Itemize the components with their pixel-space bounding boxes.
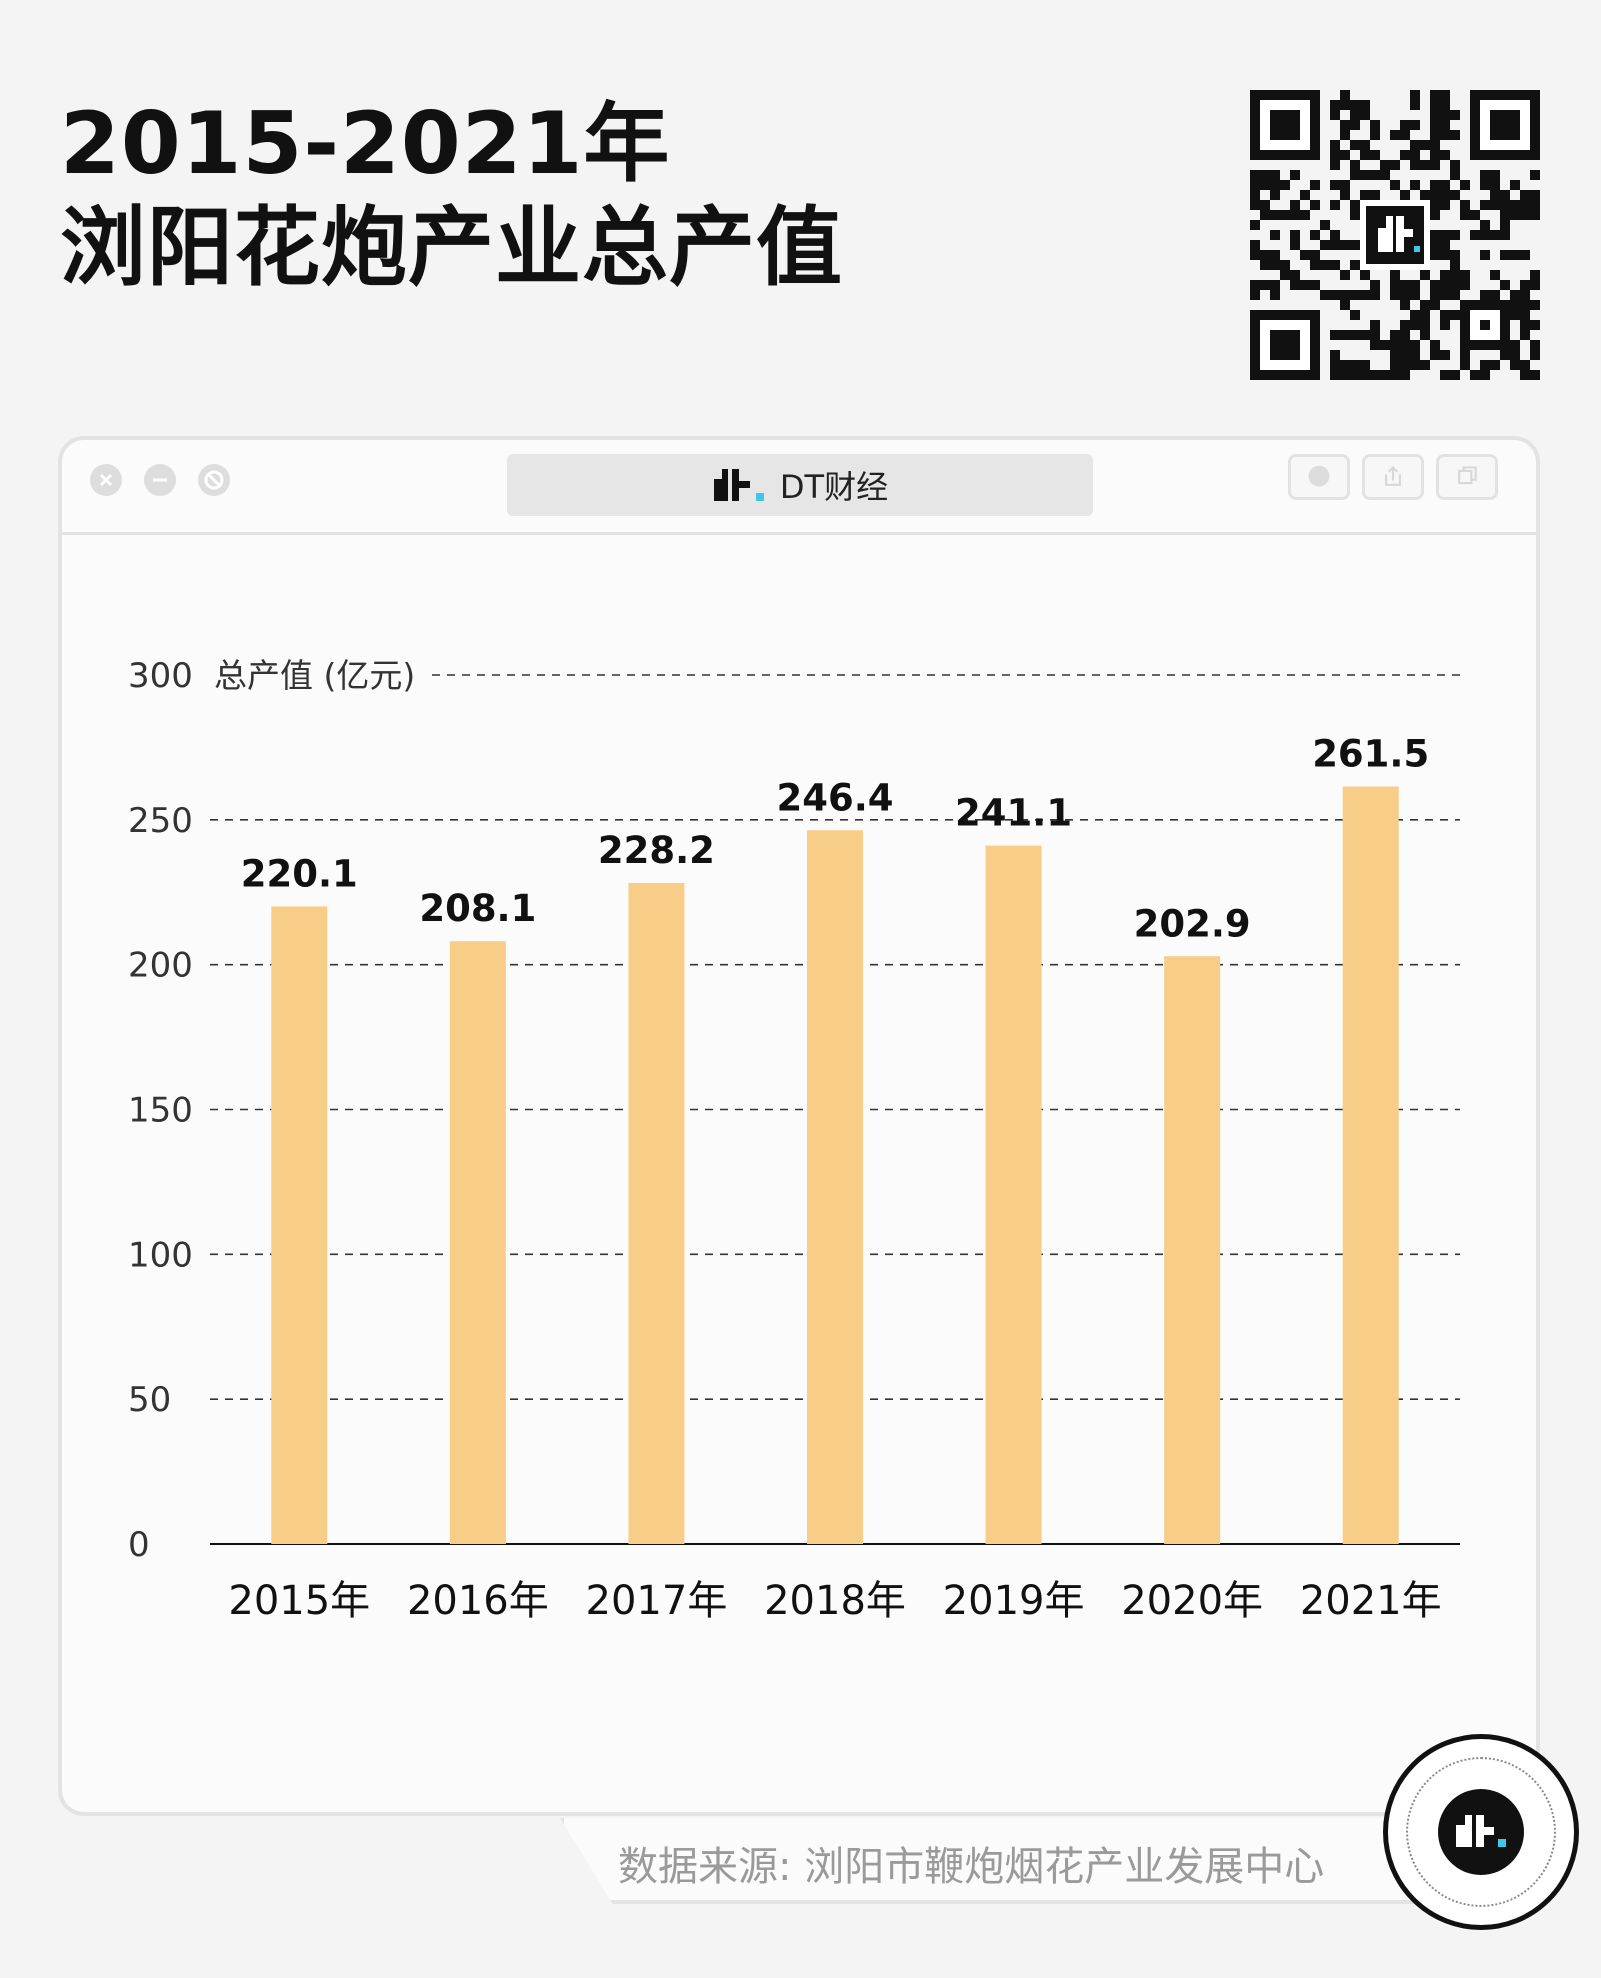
bar	[807, 830, 863, 1544]
qr-code-icon	[1250, 90, 1540, 380]
source-tab	[560, 1818, 1440, 1904]
y-tick-label: 150	[128, 1091, 193, 1131]
bar	[1164, 956, 1221, 1544]
block-icon[interactable]	[198, 464, 230, 496]
bars	[271, 786, 1399, 1544]
tab-label: DT财经	[779, 468, 889, 506]
window-tab[interactable]: DT财经	[507, 454, 1093, 516]
dt-badge-icon	[1383, 1734, 1579, 1930]
x-tick-label: 2018年	[764, 1578, 906, 1624]
x-tick-label: 2016年	[407, 1578, 549, 1624]
value-label: 202.9	[1134, 902, 1251, 945]
page-title: 2015-2021年 浏阳花炮产业总产值	[60, 92, 843, 300]
bar	[985, 845, 1042, 1544]
y-tick-label: 250	[128, 801, 193, 841]
minimize-icon[interactable]	[144, 464, 176, 496]
y-tick-label: 50	[128, 1380, 171, 1420]
chart-labels: 0 50 100 150 200 250 300 总产值 (亿元) 220.1 2015年 208.…	[128, 656, 1442, 1624]
y-tick-label: 300	[128, 656, 193, 696]
value-label: 261.5	[1312, 733, 1429, 776]
y-tick-label: 0	[128, 1525, 150, 1565]
x-tick-label: 2017年	[586, 1578, 728, 1624]
x-tick-label: 2015年	[228, 1578, 370, 1624]
value-label: 241.1	[955, 792, 1072, 835]
badge-ring	[1406, 1757, 1556, 1907]
bar	[1342, 786, 1399, 1544]
window-separator	[62, 532, 1536, 535]
value-label: 246.4	[776, 776, 893, 819]
value-label: 228.2	[598, 829, 715, 872]
dt-logo-icon	[713, 469, 764, 501]
y-axis-unit: 总产值 (亿元)	[214, 656, 415, 695]
bar-chart: 0 50 100 150 200 250 300 总产值 (亿元) 220.1 2015年 208.…	[128, 656, 1460, 1624]
value-label: 208.1	[419, 887, 536, 930]
x-tick-label: 2019年	[943, 1578, 1085, 1624]
title-line-1: 2015-2021年	[60, 94, 671, 194]
copy-icon[interactable]	[1436, 454, 1498, 500]
title-line-2: 浏阳花炮产业总产值	[60, 198, 843, 298]
bar	[449, 941, 506, 1544]
record-icon[interactable]	[1288, 454, 1350, 500]
bar	[271, 906, 328, 1544]
close-icon[interactable]	[90, 464, 122, 496]
share-icon[interactable]	[1362, 454, 1424, 500]
source-text: 数据来源: 浏阳市鞭炮烟花产业发展中心	[618, 1844, 1325, 1890]
x-tick-label: 2020年	[1121, 1578, 1263, 1624]
badge-logo	[1438, 1789, 1524, 1875]
bar	[628, 882, 685, 1544]
y-tick-label: 100	[128, 1235, 193, 1275]
x-tick-label: 2021年	[1300, 1578, 1442, 1624]
y-tick-label: 200	[128, 946, 193, 986]
value-label: 220.1	[241, 852, 358, 895]
